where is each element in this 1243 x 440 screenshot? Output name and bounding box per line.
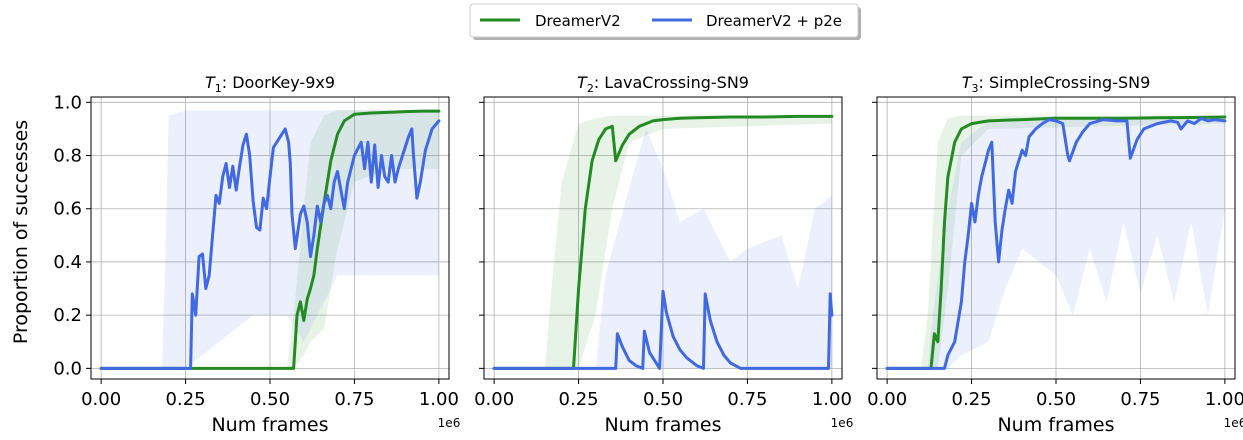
y-tick-label: 0.4 — [53, 252, 82, 273]
x-tick-label: 0.25 — [952, 389, 992, 410]
x-tick-label: 0.25 — [559, 389, 599, 410]
y-tick-label: 0.2 — [53, 305, 82, 326]
confidence-band-dreamerv2 — [101, 110, 439, 369]
confidence-band-p2e — [887, 118, 1225, 369]
x-multiplier: 1e6 — [438, 416, 461, 430]
x-tick-label: 0.50 — [643, 389, 683, 410]
x-tick-label: 0.00 — [81, 389, 121, 410]
x-tick-label: 0.75 — [334, 389, 374, 410]
x-tick-label: 1.00 — [1205, 389, 1243, 410]
x-tick-label: 0.50 — [1036, 389, 1076, 410]
legend: DreamerV2 DreamerV2 + p2e — [469, 3, 861, 40]
x-tick-label: 0.00 — [867, 389, 907, 410]
panel-title: T1: DoorKey-9x9 — [205, 73, 335, 95]
panel-title: T3: SimpleCrossing-SN9 — [962, 73, 1151, 95]
panel-doorkey: 0.00 0.25 0.50 0.75 1.00 0.0 0.2 0.4 0.6 0.8 1.0 1e… — [53, 73, 460, 436]
y-tick-label: 0.0 — [53, 358, 82, 379]
series-line-p2e — [885, 116, 1227, 370]
x-axis-label: Num frames — [997, 414, 1114, 436]
legend-label-p2e: DreamerV2 + p2e — [706, 12, 842, 30]
x-tick-label: 0.00 — [474, 389, 514, 410]
x-tick-label: 0.75 — [727, 389, 767, 410]
x-tick-label: 0.25 — [166, 389, 206, 410]
series-line-dreamerv2 — [99, 109, 441, 370]
series-line-dreamerv2 — [492, 114, 834, 370]
y-tick-label: 0.6 — [53, 199, 82, 220]
x-axis-label: Num frames — [211, 414, 328, 436]
x-tick-label: 0.75 — [1120, 389, 1160, 410]
panel-title: T2: LavaCrossing-SN9 — [577, 73, 749, 95]
legend-label-dreamerv2: DreamerV2 — [535, 12, 621, 30]
x-multiplier: 1e6 — [1224, 416, 1243, 430]
series-line-p2e — [99, 119, 441, 370]
x-tick-label: 0.50 — [250, 389, 290, 410]
panel-simplecrossing: 0.00 0.25 0.50 0.75 1.00 1e6 Num frames T3: Sim… — [867, 73, 1243, 436]
confidence-band-p2e — [494, 128, 832, 369]
series-line-p2e — [492, 289, 834, 370]
x-axis-label: Num frames — [604, 414, 721, 436]
confidence-band-p2e — [101, 110, 439, 369]
panel-lavacrossing: 0.00 0.25 0.50 0.75 1.00 1e6 Num frames T2: Lav… — [474, 73, 853, 436]
y-tick-label: 0.8 — [53, 146, 82, 167]
y-tick-label: 1.0 — [53, 92, 82, 113]
y-axis-label: Proportion of successes — [10, 120, 32, 344]
x-multiplier: 1e6 — [831, 416, 854, 430]
x-tick-label: 1.00 — [419, 389, 459, 410]
x-tick-label: 1.00 — [812, 389, 852, 410]
series-line-dreamerv2 — [885, 115, 1227, 370]
